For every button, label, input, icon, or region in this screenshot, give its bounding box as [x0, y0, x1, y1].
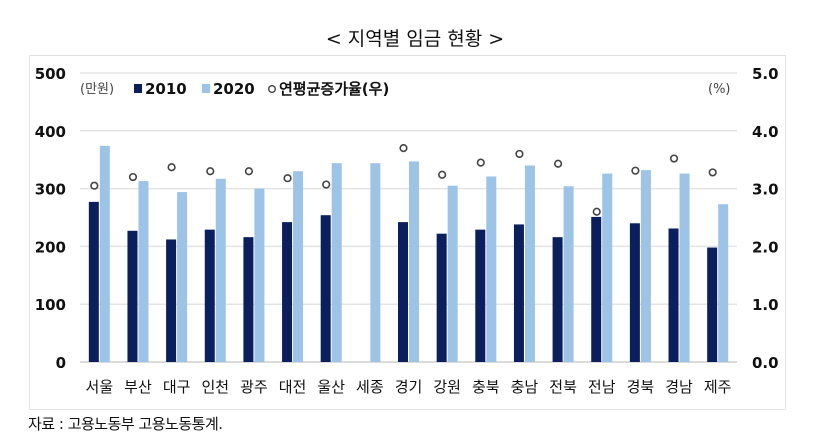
bar-2010 — [282, 222, 293, 362]
x-tick-label: 충북 — [472, 378, 500, 396]
bar-2010 — [475, 229, 486, 362]
x-tick-label: 경북 — [627, 378, 655, 396]
x-tick-label: 충남 — [511, 378, 539, 396]
bar-2010 — [204, 229, 215, 362]
bar-2020 — [718, 204, 729, 362]
legend-label-2010: 2010 — [145, 80, 187, 98]
growth-rate-point — [515, 149, 524, 159]
bar-2010 — [668, 228, 679, 362]
legend-marker-growth — [268, 84, 277, 93]
bar-2020 — [177, 192, 188, 362]
y-tick-label: 500 — [35, 65, 66, 83]
source-note: 자료 : 고용노동부 고용노동통계. — [28, 415, 223, 433]
x-tick-label: 대구 — [163, 378, 191, 396]
growth-rate-point — [438, 170, 447, 179]
bar-2010 — [591, 216, 602, 362]
x-tick-label: 경남 — [665, 378, 693, 396]
legend-label-2020: 2020 — [213, 80, 255, 98]
x-tick-label: 전남 — [588, 378, 616, 396]
bar-2020 — [331, 163, 342, 362]
bar-2010 — [320, 215, 331, 362]
growth-rate-point — [399, 144, 408, 153]
x-tick-label: 인천 — [201, 378, 229, 396]
bar-2020 — [486, 176, 497, 362]
chart-title: < 지역별 임금 현황 > — [325, 28, 505, 50]
legend-label-growth: 연평균증가율(우) — [279, 80, 389, 98]
y2-tick-label: 2.0 — [752, 238, 779, 256]
bar-2020 — [679, 173, 690, 362]
y2-tick-label: 4.0 — [752, 123, 779, 141]
y2-tick-label: 5.0 — [752, 65, 779, 83]
growth-rate-point — [206, 167, 215, 176]
growth-rate-point — [631, 166, 640, 175]
y-tick-label: 300 — [35, 181, 66, 199]
bar-2020 — [254, 188, 265, 362]
bar-2010 — [127, 230, 138, 362]
bar-2010 — [552, 237, 563, 362]
y-tick-label: 100 — [35, 296, 66, 314]
growth-rate-point — [592, 207, 601, 216]
bar-2020 — [99, 145, 110, 362]
bar-2020 — [370, 163, 381, 362]
x-tick-label: 대전 — [279, 378, 307, 396]
bar-2010 — [88, 201, 99, 362]
x-tick-label: 경기 — [395, 378, 423, 396]
growth-rate-point — [322, 180, 331, 189]
bar-2020 — [293, 171, 304, 362]
y-tick-label: 400 — [35, 123, 66, 141]
bar-2020 — [215, 178, 226, 362]
y2-tick-label: 1.0 — [752, 296, 779, 314]
bar-2010 — [398, 222, 408, 362]
x-tick-label: 제주 — [704, 378, 732, 396]
y-axis-unit: (만원) — [80, 82, 114, 97]
x-tick-label: 광주 — [240, 378, 268, 396]
growth-rate-point — [244, 167, 254, 176]
growth-rate-point — [669, 154, 679, 163]
growth-rate-point — [476, 158, 485, 167]
growth-rate-point — [90, 181, 99, 190]
bar-2020 — [447, 185, 458, 362]
y-tick-label: 0 — [56, 354, 66, 372]
x-tick-label: 부산 — [124, 378, 152, 396]
bar-2020 — [138, 181, 149, 362]
bar-2020 — [640, 170, 651, 362]
chart-frame — [29, 55, 786, 410]
bar-2010 — [436, 233, 447, 362]
y2-tick-label: 0.0 — [752, 354, 779, 372]
growth-rate-point — [283, 174, 292, 183]
growth-rate-point — [553, 159, 563, 168]
bar-2020 — [563, 186, 574, 362]
bar-2010 — [166, 239, 177, 362]
x-tick-label: 강원 — [433, 378, 461, 396]
growth-rate-point — [128, 172, 138, 182]
bar-2010 — [243, 237, 254, 362]
legend-swatch-2010 — [134, 84, 142, 93]
bar-2020 — [524, 165, 535, 362]
x-tick-label: 울산 — [317, 378, 345, 396]
growth-rate-point — [708, 168, 717, 177]
legend-swatch-2020 — [202, 84, 210, 93]
growth-rate-point — [167, 163, 176, 172]
y-tick-label: 200 — [35, 238, 66, 256]
bar-2020 — [602, 173, 613, 362]
bar-2020 — [409, 161, 419, 362]
x-tick-label: 서울 — [86, 378, 114, 396]
bar-2010 — [513, 224, 524, 362]
y2-axis-unit: (%) — [708, 82, 731, 97]
bar-2010 — [707, 247, 718, 362]
x-tick-label: 전북 — [549, 378, 577, 396]
x-tick-label: 세종 — [356, 378, 384, 396]
y2-tick-label: 3.0 — [752, 181, 779, 199]
bar-2010 — [629, 223, 640, 362]
